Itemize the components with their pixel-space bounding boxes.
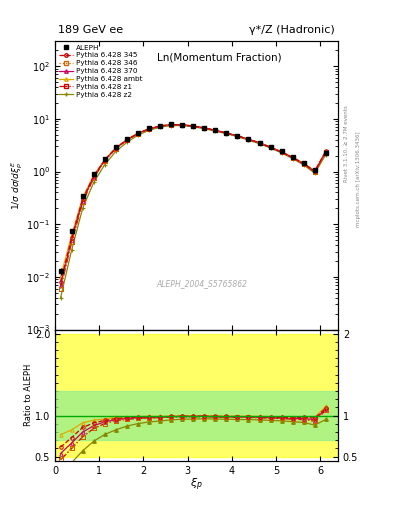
- Y-axis label: Ratio to ALEPH: Ratio to ALEPH: [24, 364, 33, 426]
- Text: mcplots.cern.ch [arXiv:1306.3436]: mcplots.cern.ch [arXiv:1306.3436]: [356, 132, 361, 227]
- Text: Rivet 3.1.10, ≥ 2.7M events: Rivet 3.1.10, ≥ 2.7M events: [344, 105, 349, 182]
- Text: 189 GeV ee: 189 GeV ee: [58, 25, 123, 35]
- Text: γ*/Z (Hadronic): γ*/Z (Hadronic): [250, 25, 335, 35]
- Text: ALEPH_2004_S5765862: ALEPH_2004_S5765862: [157, 279, 248, 288]
- Y-axis label: $1/\sigma\ d\sigma/d\xi_p^E$: $1/\sigma\ d\sigma/d\xi_p^E$: [9, 161, 25, 210]
- Text: Ln(Momentum Fraction): Ln(Momentum Fraction): [157, 53, 281, 62]
- X-axis label: $\xi_p$: $\xi_p$: [190, 477, 203, 494]
- Legend: ALEPH, Pythia 6.428 345, Pythia 6.428 346, Pythia 6.428 370, Pythia 6.428 ambt, : ALEPH, Pythia 6.428 345, Pythia 6.428 34…: [57, 43, 144, 99]
